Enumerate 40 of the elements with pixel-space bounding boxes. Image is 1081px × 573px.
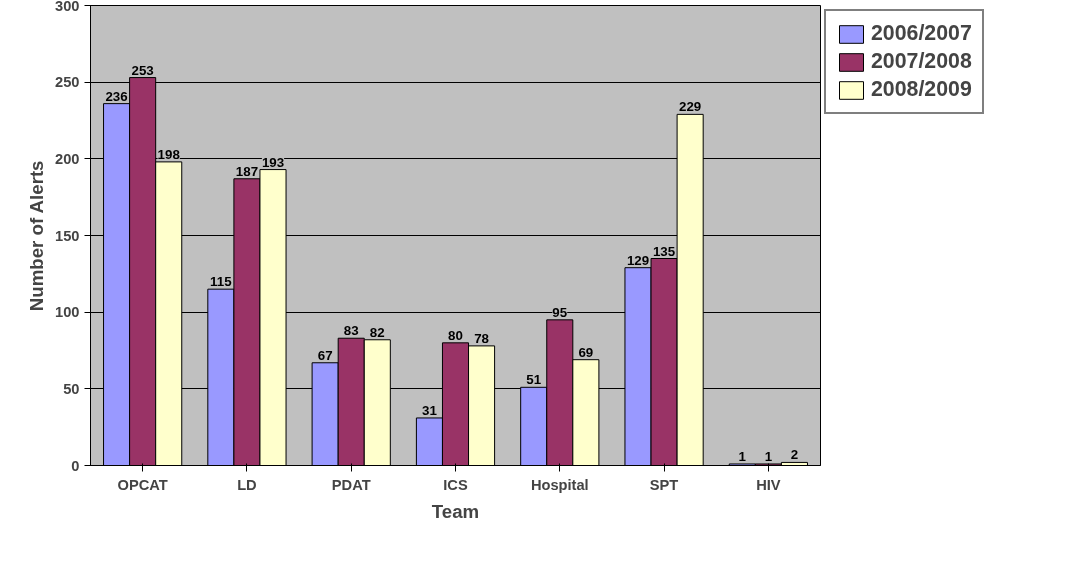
data-label: 2 bbox=[790, 447, 799, 463]
legend-label: 2008/2009 bbox=[871, 77, 972, 102]
y-axis-title: Number of Alerts bbox=[26, 160, 48, 312]
data-label: 1 bbox=[764, 448, 773, 464]
x-tick-label: Hospital bbox=[530, 476, 589, 493]
y-tick-label: 200 bbox=[55, 150, 80, 167]
data-label: 187 bbox=[235, 163, 259, 179]
data-label: 80 bbox=[448, 327, 463, 343]
data-label: 31 bbox=[422, 402, 438, 418]
x-tick-label: HIV bbox=[756, 476, 781, 493]
y-tick-label: 300 bbox=[55, 0, 80, 14]
data-label: 135 bbox=[652, 243, 676, 259]
data-label: 198 bbox=[157, 146, 180, 162]
data-label: 193 bbox=[261, 154, 285, 170]
x-tick-label: PDAT bbox=[331, 476, 371, 493]
data-label: 67 bbox=[317, 347, 333, 363]
x-tick-label: SPT bbox=[649, 476, 679, 493]
data-label: 253 bbox=[131, 62, 154, 78]
data-label: 51 bbox=[526, 372, 542, 388]
y-tick-label: 250 bbox=[55, 74, 80, 91]
data-label: 236 bbox=[105, 88, 128, 104]
x-axis-title: Team bbox=[431, 500, 480, 522]
legend-label: 2007/2008 bbox=[871, 49, 972, 74]
data-label: 69 bbox=[578, 344, 594, 360]
data-label: 1 bbox=[738, 448, 747, 464]
data-label: 83 bbox=[343, 323, 359, 339]
x-tick-label: LD bbox=[237, 476, 257, 493]
y-tick-label: 50 bbox=[63, 380, 80, 397]
y-tick-label: 0 bbox=[71, 457, 80, 474]
data-label: 95 bbox=[552, 304, 568, 320]
y-tick-label: 150 bbox=[55, 227, 80, 244]
x-tick-label: ICS bbox=[443, 476, 468, 493]
y-tick-label: 100 bbox=[55, 304, 80, 321]
data-label: 115 bbox=[210, 274, 233, 290]
legend-label: 2006/2007 bbox=[871, 21, 972, 46]
data-label: 82 bbox=[369, 324, 385, 340]
x-tick-label: OPCAT bbox=[117, 476, 168, 493]
data-label: 129 bbox=[626, 252, 650, 268]
data-label: 229 bbox=[679, 99, 702, 115]
data-label: 78 bbox=[474, 330, 489, 346]
